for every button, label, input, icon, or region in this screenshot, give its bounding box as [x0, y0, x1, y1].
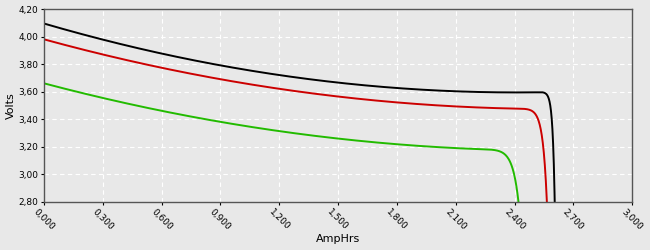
X-axis label: AmpHrs: AmpHrs: [316, 234, 360, 244]
Y-axis label: Volts: Volts: [6, 92, 16, 119]
